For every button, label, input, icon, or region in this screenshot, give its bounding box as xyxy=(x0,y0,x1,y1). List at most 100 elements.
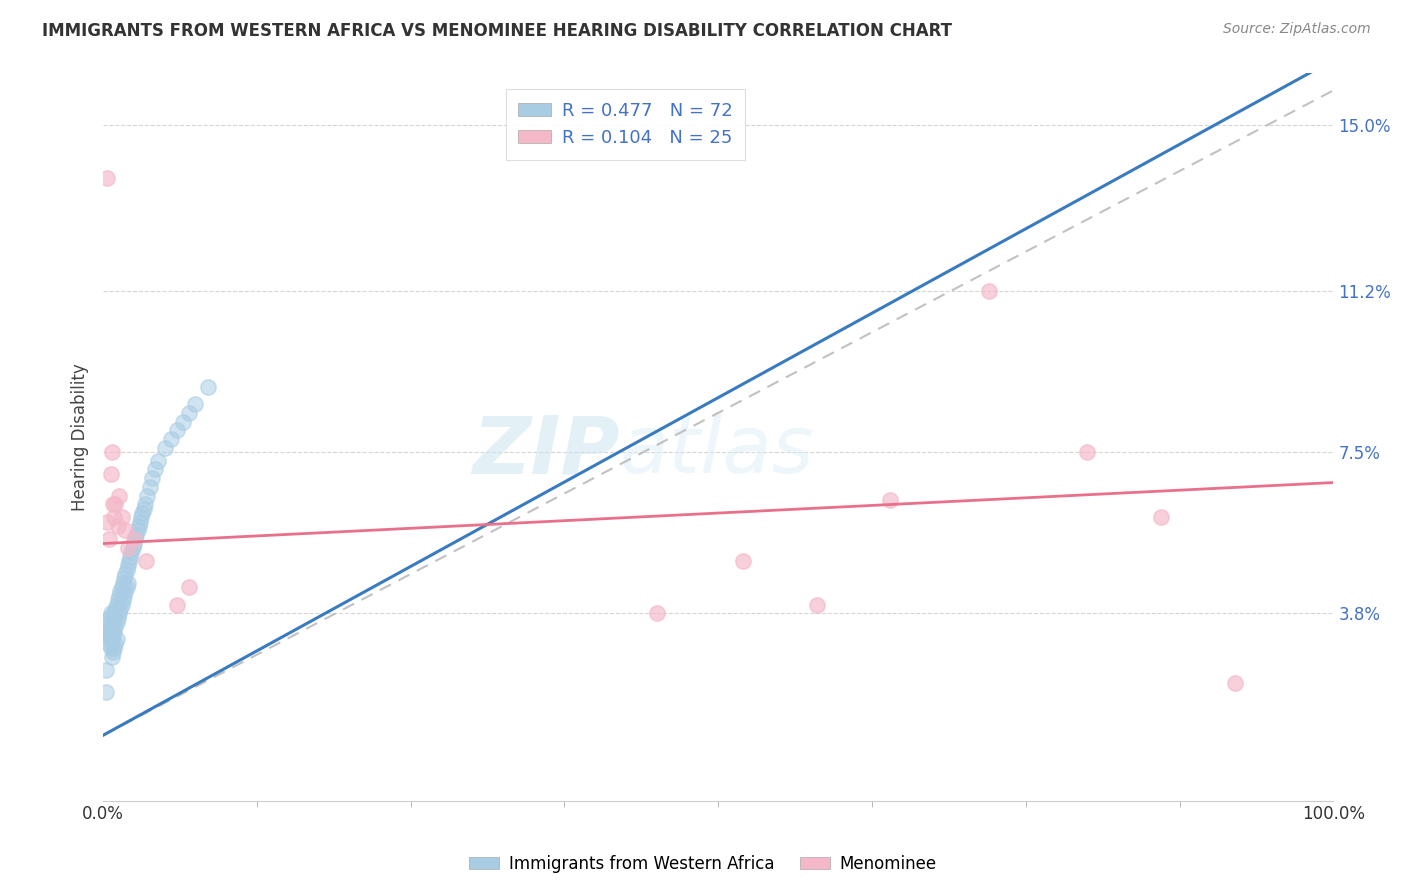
Point xyxy=(110,598,132,612)
Point xyxy=(128,519,150,533)
Point xyxy=(114,524,136,538)
Point xyxy=(197,380,219,394)
Point xyxy=(107,519,129,533)
Point xyxy=(131,506,153,520)
Point xyxy=(1076,445,1098,459)
Y-axis label: Hearing Disability: Hearing Disability xyxy=(72,363,89,511)
Point xyxy=(179,406,201,420)
Point xyxy=(107,593,129,607)
Point xyxy=(806,598,828,612)
Point xyxy=(105,615,128,629)
Point xyxy=(977,284,1000,298)
Point xyxy=(96,619,118,633)
Point xyxy=(100,607,122,621)
Point xyxy=(153,441,176,455)
Point xyxy=(125,528,148,542)
Point xyxy=(103,641,125,656)
Point xyxy=(110,580,132,594)
Point xyxy=(98,637,121,651)
Point xyxy=(103,607,125,621)
Text: Source: ZipAtlas.com: Source: ZipAtlas.com xyxy=(1223,22,1371,37)
Text: ZIP: ZIP xyxy=(472,412,620,491)
Point xyxy=(118,554,141,568)
Point xyxy=(110,602,132,616)
Point xyxy=(101,610,124,624)
Point xyxy=(97,632,120,647)
Point xyxy=(172,415,194,429)
Point xyxy=(731,554,754,568)
Point xyxy=(98,610,121,624)
Point xyxy=(120,545,142,559)
Point xyxy=(129,515,152,529)
Point xyxy=(94,684,117,698)
Point xyxy=(114,584,136,599)
Point xyxy=(100,615,122,629)
Point xyxy=(114,567,136,582)
Point xyxy=(135,554,157,568)
Point xyxy=(111,593,134,607)
Point xyxy=(96,515,118,529)
Point xyxy=(127,524,149,538)
Point xyxy=(117,558,139,573)
Point xyxy=(132,501,155,516)
Point xyxy=(108,607,131,621)
Point xyxy=(111,575,134,590)
Point xyxy=(110,584,132,599)
Point xyxy=(115,563,138,577)
Point xyxy=(107,610,129,624)
Point xyxy=(101,628,124,642)
Point xyxy=(94,663,117,677)
Point xyxy=(100,641,122,656)
Point xyxy=(134,497,156,511)
Point xyxy=(104,602,127,616)
Point xyxy=(143,462,166,476)
Point xyxy=(179,580,201,594)
Point xyxy=(166,423,188,437)
Text: atlas: atlas xyxy=(620,412,814,491)
Point xyxy=(98,532,121,546)
Point xyxy=(104,497,127,511)
Point xyxy=(96,628,118,642)
Point xyxy=(110,510,132,524)
Point xyxy=(100,624,122,638)
Point xyxy=(122,532,145,546)
Point xyxy=(103,624,125,638)
Text: IMMIGRANTS FROM WESTERN AFRICA VS MENOMINEE HEARING DISABILITY CORRELATION CHART: IMMIGRANTS FROM WESTERN AFRICA VS MENOMI… xyxy=(42,22,952,40)
Point xyxy=(108,589,131,603)
Point xyxy=(121,541,143,555)
Point xyxy=(105,632,128,647)
Point xyxy=(159,432,181,446)
Legend: R = 0.477   N = 72, R = 0.104   N = 25: R = 0.477 N = 72, R = 0.104 N = 25 xyxy=(506,89,745,160)
Point xyxy=(1223,676,1246,690)
Point xyxy=(96,170,118,185)
Point xyxy=(100,632,122,647)
Point xyxy=(100,467,122,481)
Point xyxy=(105,598,128,612)
Point xyxy=(879,493,901,508)
Point xyxy=(117,575,139,590)
Point xyxy=(129,510,152,524)
Point xyxy=(97,615,120,629)
Point xyxy=(100,649,122,664)
Point xyxy=(98,628,121,642)
Point xyxy=(148,454,170,468)
Point xyxy=(100,445,122,459)
Point xyxy=(104,637,127,651)
Point xyxy=(1150,510,1173,524)
Point xyxy=(136,489,159,503)
Point xyxy=(101,645,124,659)
Point xyxy=(103,510,125,524)
Point xyxy=(141,471,163,485)
Point xyxy=(112,571,135,585)
Point xyxy=(122,536,145,550)
Point xyxy=(101,497,124,511)
Point xyxy=(94,624,117,638)
Point xyxy=(104,619,127,633)
Point xyxy=(112,589,135,603)
Point xyxy=(120,549,142,564)
Point xyxy=(124,532,146,546)
Point xyxy=(117,541,139,555)
Point xyxy=(139,480,162,494)
Point xyxy=(645,607,668,621)
Point xyxy=(115,580,138,594)
